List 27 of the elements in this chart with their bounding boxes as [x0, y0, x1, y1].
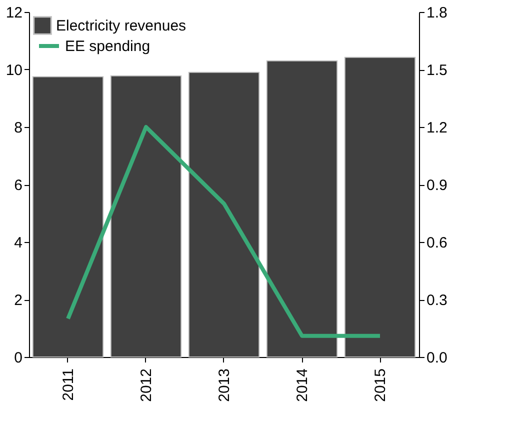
bar: [188, 72, 260, 358]
y2-tick-label: 0.6: [426, 234, 448, 252]
bar: [266, 60, 338, 358]
y-tick-label: 8: [14, 120, 22, 136]
y2-tick-label: 1.5: [426, 62, 448, 79]
y-tick-label: 0: [14, 350, 22, 366]
y2-tick-label: 1.2: [426, 120, 448, 136]
y-tick-label: 12: [6, 4, 22, 22]
y-tick-label: 6: [14, 177, 22, 194]
y2-tick-label: 0.0: [426, 350, 448, 366]
y2-tick-label: 0.3: [426, 292, 448, 309]
bar: [110, 75, 182, 358]
x-tick-label: 2013: [216, 368, 233, 402]
x-tick-label: 2014: [294, 368, 311, 402]
legend-label: EE spending: [65, 38, 150, 55]
y-tick-label: 2: [14, 292, 22, 309]
bar: [344, 56, 416, 358]
y-tick-label: 10: [6, 62, 22, 79]
x-tick-label: 2015: [372, 368, 389, 402]
y2-tick-label: 1.8: [426, 4, 448, 22]
line-series: [66, 125, 382, 338]
y-tick-label: 4: [14, 234, 22, 252]
x-tick-label: 2012: [138, 368, 155, 402]
y2-tick-label: 0.9: [426, 177, 448, 194]
bar: [32, 76, 104, 358]
legend-label: Electricity revenues: [56, 18, 186, 34]
x-tick-label: 2011: [60, 368, 77, 401]
